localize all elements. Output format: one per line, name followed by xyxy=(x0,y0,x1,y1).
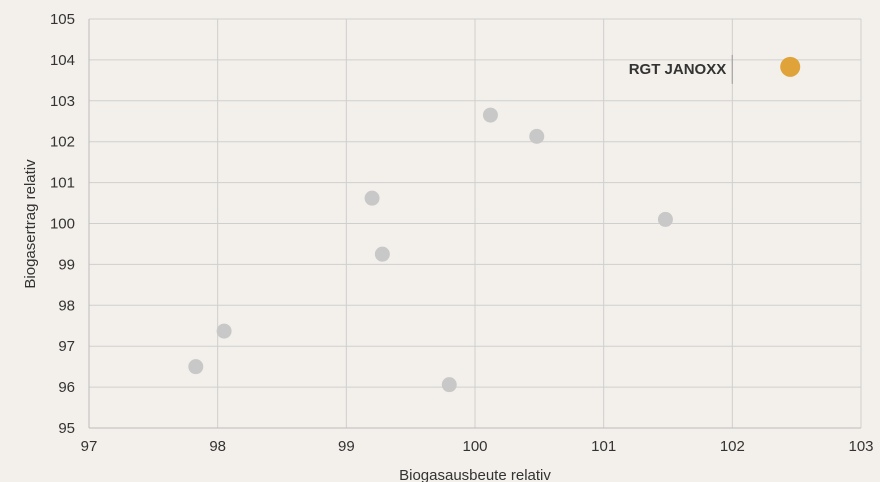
x-tick-labels: 97 98 99 100 101 102 103 xyxy=(81,438,874,455)
y-tick-label: 101 xyxy=(50,175,75,192)
highlighted-point xyxy=(780,56,801,77)
x-tick-label: 99 xyxy=(338,438,355,455)
x-tick-label: 97 xyxy=(81,438,98,455)
y-tick-label: 103 xyxy=(50,93,75,110)
data-point xyxy=(482,107,498,123)
data-point xyxy=(364,190,380,206)
y-tick-labels: 95 96 97 98 99 100 101 102 103 104 105 xyxy=(50,11,75,437)
y-tick-label: 102 xyxy=(50,134,75,151)
y-tick-label: 98 xyxy=(58,297,75,314)
y-tick-label: 95 xyxy=(58,420,75,437)
y-tick-label: 100 xyxy=(50,216,75,233)
data-point xyxy=(374,246,390,262)
x-tick-label: 102 xyxy=(720,438,745,455)
data-point xyxy=(216,323,232,339)
data-point xyxy=(657,211,673,227)
data-point xyxy=(441,377,457,393)
point-label: RGT JANOXX xyxy=(629,61,727,78)
y-tick-label: 96 xyxy=(58,379,75,396)
y-axis-title: Biogasertrag relativ xyxy=(22,159,39,289)
grid-lines xyxy=(88,18,862,429)
data-point xyxy=(188,359,204,375)
y-tick-label: 99 xyxy=(58,256,75,273)
x-tick-label: 98 xyxy=(209,438,226,455)
y-tick-label: 105 xyxy=(50,11,75,28)
x-tick-label: 101 xyxy=(591,438,616,455)
x-tick-label: 100 xyxy=(462,438,487,455)
x-axis-title: Biogasausbeute relativ xyxy=(399,467,551,482)
y-tick-label: 104 xyxy=(50,52,75,69)
y-tick-label: 97 xyxy=(58,338,75,355)
data-points: RGT JANOXX xyxy=(188,54,801,393)
x-tick-label: 103 xyxy=(848,438,873,455)
data-point xyxy=(529,128,545,144)
